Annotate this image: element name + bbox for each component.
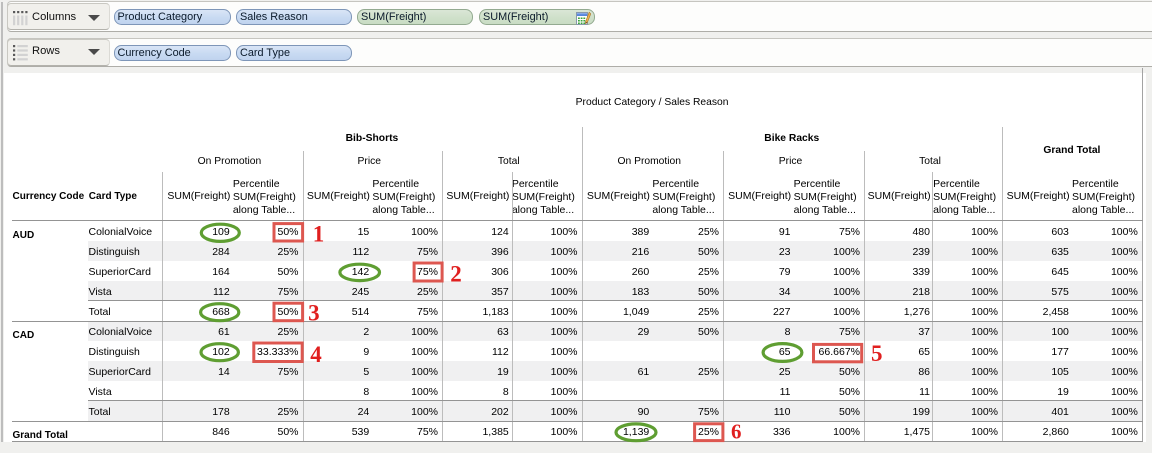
svg-text:4: 4	[310, 342, 322, 367]
svg-text:2: 2	[450, 262, 462, 287]
svg-text:1: 1	[313, 222, 325, 247]
svg-text:3: 3	[308, 301, 320, 326]
svg-text:5: 5	[871, 341, 883, 366]
svg-text:6: 6	[731, 420, 742, 444]
